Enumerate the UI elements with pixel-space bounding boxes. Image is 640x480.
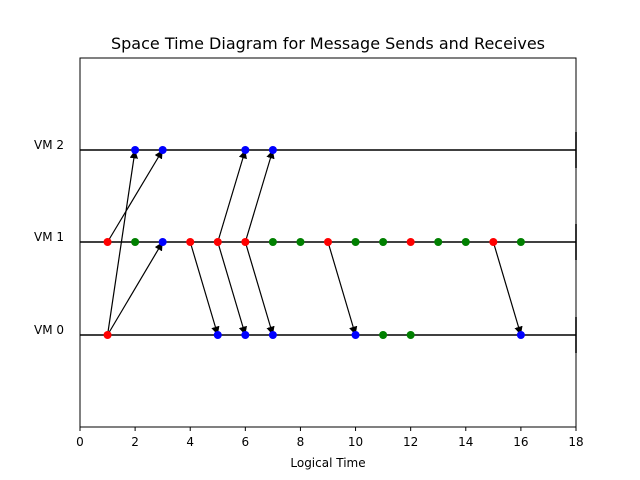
send-event-point <box>241 238 250 246</box>
x-tick-label: 0 <box>76 435 84 449</box>
send-event-point <box>406 238 415 246</box>
receive-event-point <box>241 146 250 154</box>
receive-event-point <box>351 331 360 339</box>
message-arrow <box>106 149 139 336</box>
x-tick-label: 14 <box>458 435 473 449</box>
receive-event-point <box>213 331 222 339</box>
send-event-point <box>103 331 112 339</box>
internal-event-point <box>268 238 277 246</box>
message-arrow <box>244 149 275 243</box>
message-arrow <box>327 241 358 336</box>
x-tick-label: 2 <box>131 435 139 449</box>
lane-label: VM 2 <box>34 138 64 152</box>
internal-event-point <box>516 238 525 246</box>
receive-event-point <box>268 146 277 154</box>
x-axis-label: Logical Time <box>290 456 365 470</box>
x-tick-label: 12 <box>403 435 418 449</box>
send-event-point <box>103 238 112 246</box>
receive-event-point <box>268 331 277 339</box>
message-arrow <box>107 241 164 336</box>
receive-event-point <box>158 238 167 246</box>
internal-event-point <box>296 238 305 246</box>
receive-event-point <box>516 331 525 339</box>
x-tick-label: 10 <box>348 435 363 449</box>
send-event-point <box>213 238 222 246</box>
message-arrow <box>217 241 247 336</box>
receive-event-point <box>241 331 250 339</box>
message-arrow <box>107 149 164 243</box>
internal-event-point <box>131 238 140 246</box>
internal-event-point <box>379 331 388 339</box>
x-tick-label: 8 <box>297 435 305 449</box>
internal-event-point <box>351 238 360 246</box>
send-event-point <box>186 238 195 246</box>
plot-area: 0 2 4 6 8 10 12 14 16 18 VM 2 VM 1 VM 0 <box>34 57 584 449</box>
send-event-point <box>489 238 498 246</box>
internal-event-point <box>461 238 470 246</box>
message-arrow <box>492 241 523 336</box>
send-event-point <box>324 238 332 246</box>
x-tick-label: 18 <box>568 435 583 449</box>
chart-title: Space Time Diagram for Message Sends and… <box>111 34 545 53</box>
lane-label: VM 1 <box>34 230 64 244</box>
lane-label: VM 0 <box>34 323 64 337</box>
internal-event-point <box>434 238 443 246</box>
message-arrow <box>189 241 220 336</box>
message-arrow <box>217 149 247 243</box>
receive-event-point <box>158 146 167 154</box>
internal-event-point <box>379 238 388 246</box>
x-tick-label: 6 <box>242 435 250 449</box>
x-tick-label: 4 <box>186 435 194 449</box>
message-arrow <box>244 241 275 336</box>
x-tick-label: 16 <box>513 435 528 449</box>
receive-event-point <box>131 146 140 154</box>
internal-event-point <box>406 331 415 339</box>
